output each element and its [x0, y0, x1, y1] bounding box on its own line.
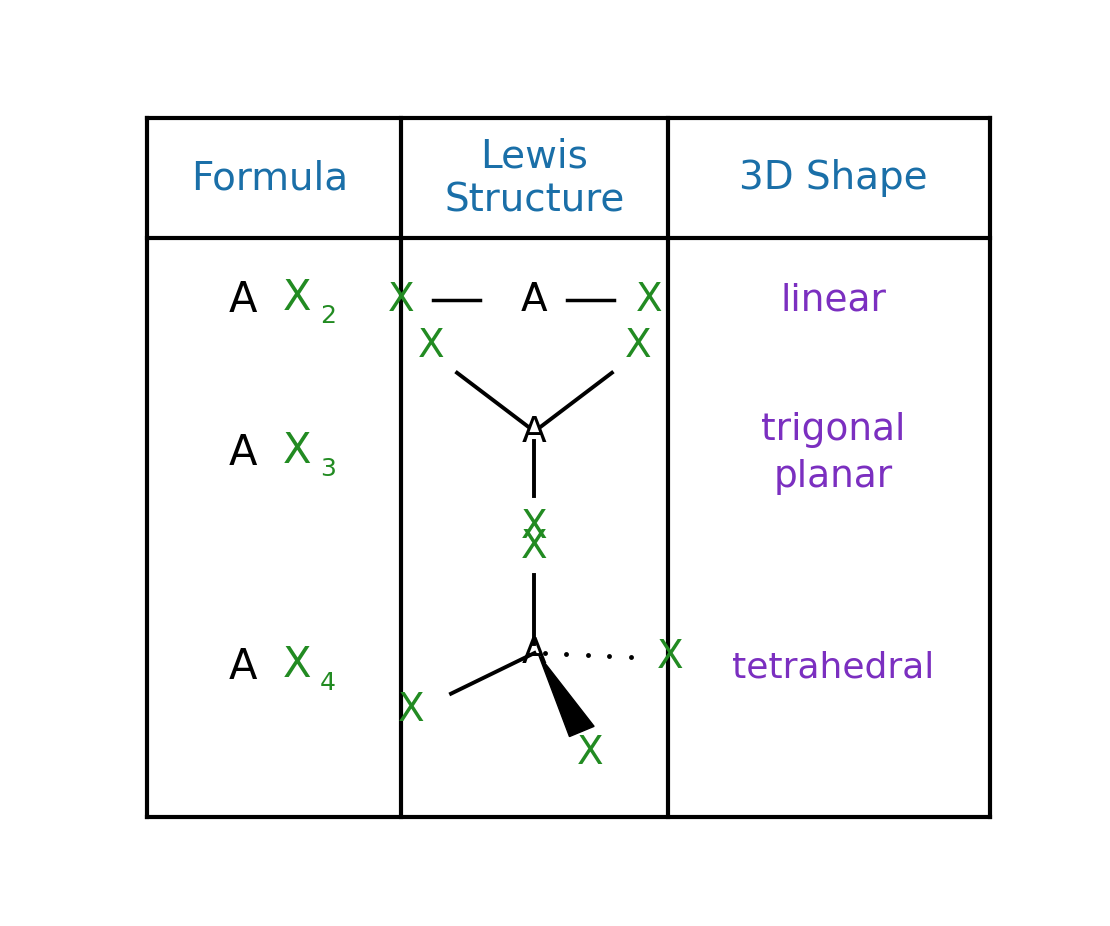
- Text: Lewis
Structure: Lewis Structure: [444, 137, 625, 219]
- Text: X: X: [636, 282, 663, 319]
- Text: A: A: [229, 432, 258, 474]
- Text: X: X: [657, 638, 684, 676]
- Text: A: A: [522, 636, 547, 670]
- Text: A: A: [229, 646, 258, 688]
- Text: X: X: [625, 328, 650, 366]
- Text: X: X: [387, 282, 414, 319]
- Polygon shape: [538, 656, 594, 736]
- Text: X: X: [522, 529, 547, 567]
- Text: X: X: [577, 733, 604, 772]
- Text: 3: 3: [320, 457, 335, 481]
- Text: X: X: [283, 431, 311, 472]
- Text: Formula: Formula: [191, 159, 349, 197]
- Text: 3D Shape: 3D Shape: [739, 159, 928, 197]
- Text: A: A: [522, 282, 547, 319]
- Text: X: X: [522, 507, 547, 545]
- Text: 4: 4: [320, 671, 336, 694]
- Text: X: X: [283, 644, 311, 686]
- Text: X: X: [418, 328, 444, 366]
- Text: 2: 2: [320, 304, 336, 328]
- Text: X: X: [283, 277, 311, 319]
- Text: A: A: [229, 279, 258, 321]
- Text: X: X: [398, 691, 425, 729]
- Text: tetrahedral: tetrahedral: [733, 650, 935, 684]
- Text: linear: linear: [780, 282, 887, 318]
- Text: trigonal
planar: trigonal planar: [761, 412, 906, 495]
- Text: A: A: [522, 415, 547, 449]
